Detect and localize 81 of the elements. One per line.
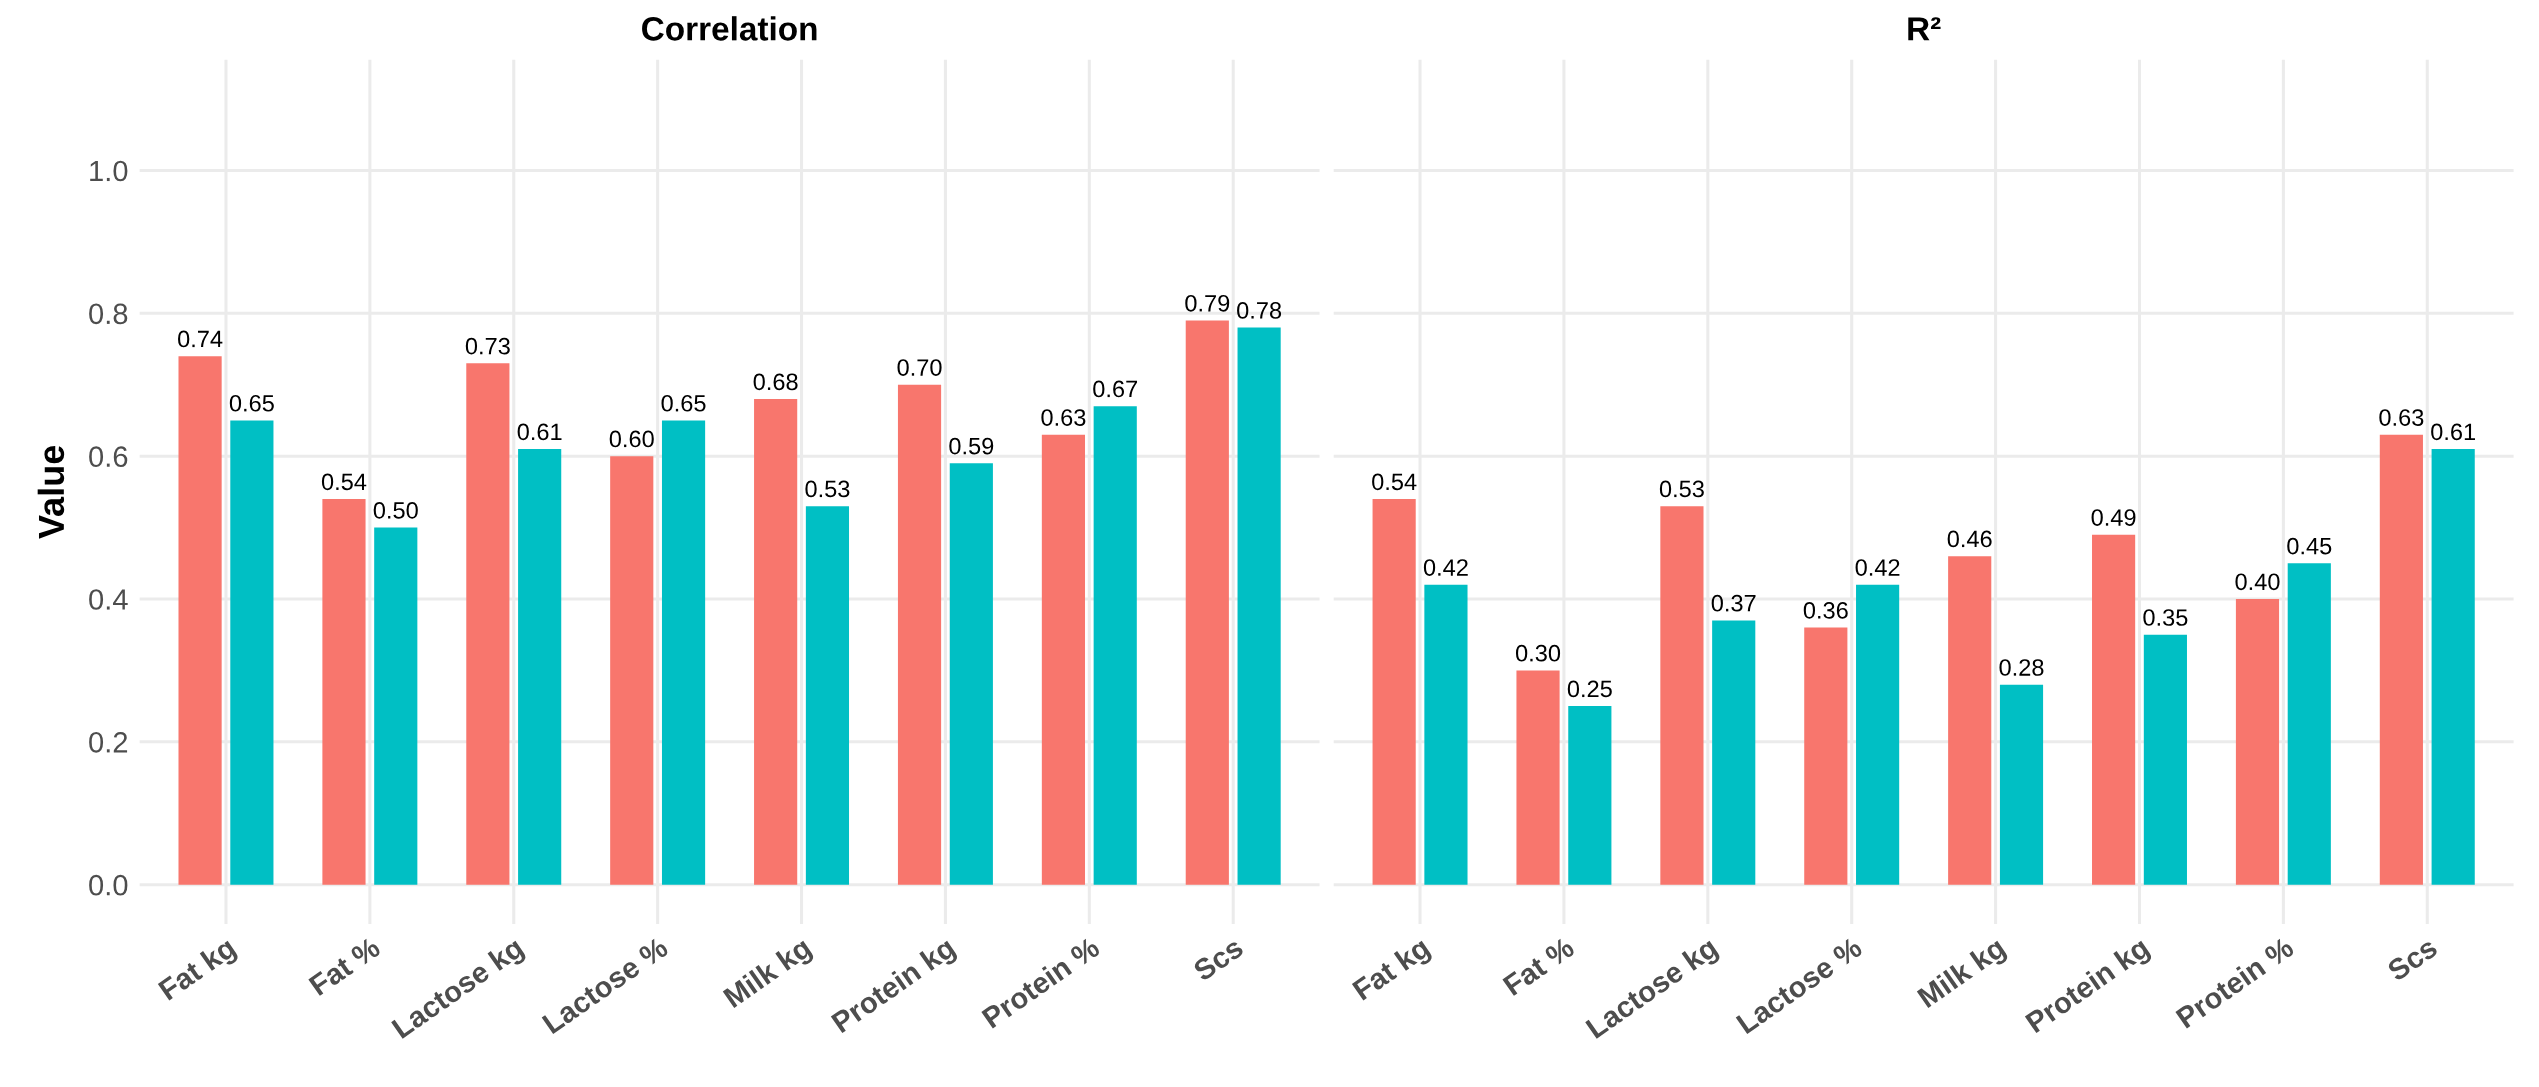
y-tick-label: 0.2	[89, 732, 128, 753]
y-tick-label: 0.8	[89, 303, 128, 325]
bar	[466, 363, 510, 885]
x-tick-label: Fat %	[1502, 936, 1576, 997]
bar	[949, 463, 993, 885]
data-label: 0.45	[2287, 537, 2332, 555]
bar	[1424, 584, 1468, 885]
data-label: 0.49	[2091, 509, 2136, 526]
data-label: 0.65	[661, 394, 706, 412]
y-tick-label: 0.4	[89, 589, 128, 610]
bar	[1372, 499, 1416, 885]
x-tick-label: Scs	[2385, 936, 2439, 982]
bar	[1041, 434, 1086, 885]
data-label: 0.42	[1423, 559, 1468, 576]
bar	[518, 449, 562, 885]
bar	[1185, 320, 1229, 885]
bar	[1999, 684, 2044, 885]
bar	[1660, 506, 1704, 885]
bar	[1948, 556, 1992, 885]
data-label: 0.53	[805, 480, 850, 498]
bar	[2092, 534, 2136, 885]
bar	[322, 499, 366, 885]
data-label: 0.61	[517, 423, 562, 441]
x-tick-label: Fat %	[308, 936, 382, 997]
data-label: 0.70	[897, 359, 942, 376]
bar	[610, 456, 654, 885]
bar	[374, 527, 418, 885]
data-label: 0.54	[1372, 473, 1417, 491]
data-label: 0.25	[1567, 680, 1612, 698]
bar	[897, 384, 942, 885]
data-label: 0.46	[1947, 530, 1992, 548]
data-label: 0.42	[1855, 559, 1900, 576]
data-label: 0.60	[609, 430, 654, 448]
x-tick-label: Milk kg	[1916, 936, 2010, 1014]
bar	[1712, 620, 1756, 885]
data-label: 0.54	[321, 473, 367, 491]
bar	[2431, 449, 2475, 885]
y-tick-label: 0.6	[89, 446, 128, 468]
bar	[1093, 406, 1137, 885]
bar	[1237, 327, 1281, 885]
bar	[2143, 634, 2187, 885]
data-label: 0.35	[2143, 609, 2188, 626]
data-label: 0.59	[949, 437, 994, 455]
bar	[2287, 563, 2331, 885]
data-label: 0.68	[753, 373, 798, 391]
data-label: 0.37	[1711, 594, 1756, 612]
bar	[661, 420, 706, 885]
data-label: 0.63	[2379, 409, 2424, 426]
y-tick-label: 0.0	[89, 874, 128, 896]
data-label: 0.40	[2235, 573, 2280, 591]
data-label: 0.36	[1803, 602, 1848, 619]
bar	[805, 506, 850, 885]
data-label: 0.74	[178, 330, 223, 348]
chart-title: R²	[1908, 17, 1941, 41]
bar	[1804, 627, 1848, 885]
x-tick-label: Scs	[1191, 936, 1245, 982]
data-label: 0.65	[229, 394, 274, 412]
data-label: 0.53	[1659, 480, 1704, 498]
x-tick-label: Fat kg	[157, 936, 241, 1006]
bar	[754, 399, 798, 885]
bar	[230, 420, 274, 885]
bar	[2379, 434, 2423, 885]
data-label: 0.78	[1237, 302, 1282, 319]
data-label: 0.67	[1093, 380, 1138, 398]
bar	[1516, 670, 1560, 885]
bar	[1568, 706, 1612, 885]
x-tick-label: Fat kg	[1351, 936, 1435, 1006]
data-label: 0.73	[465, 337, 510, 355]
bar	[178, 356, 222, 885]
y-axis-title: Value	[37, 445, 65, 539]
data-label: 0.61	[2431, 423, 2475, 441]
data-label: 0.50	[373, 502, 418, 519]
chart-title: Correlation	[642, 16, 817, 41]
bar	[1856, 584, 1900, 885]
bar	[2235, 599, 2280, 885]
data-label: 0.63	[1041, 409, 1086, 426]
x-tick-label: Milk kg	[722, 936, 816, 1014]
data-label: 0.30	[1515, 644, 1561, 662]
y-tick-label: 1.0	[90, 160, 128, 182]
data-label: 0.79	[1185, 294, 1230, 312]
data-label: 0.28	[1999, 659, 2044, 676]
